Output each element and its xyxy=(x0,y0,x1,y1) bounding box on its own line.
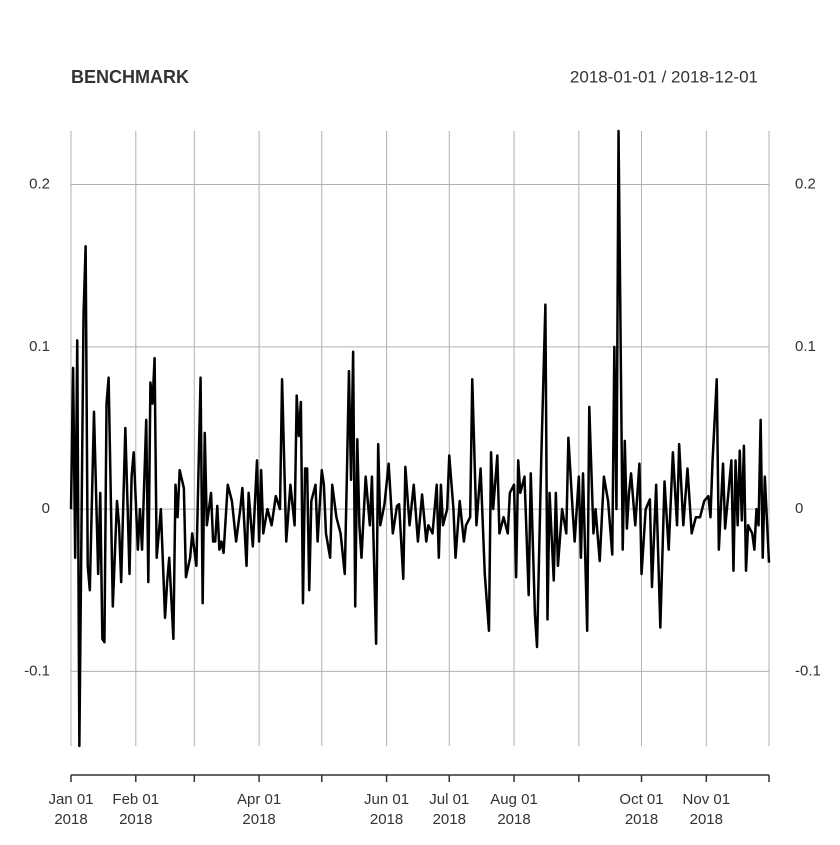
y-tick-label: 0 xyxy=(42,500,50,517)
x-tick-label: 2018 xyxy=(625,811,658,828)
y-tick-label: 0.2 xyxy=(29,176,50,193)
x-tick-label: Apr 01 xyxy=(237,791,281,808)
x-tick-label: 2018 xyxy=(119,811,152,828)
x-tick-label: 2018 xyxy=(433,811,466,828)
x-tick-label: Jan 01 xyxy=(48,791,93,808)
y-tick-label: 0.1 xyxy=(29,338,50,355)
y-tick-label-right: 0.1 xyxy=(795,338,816,355)
x-tick-label: Aug 01 xyxy=(490,791,538,808)
x-tick-label: Nov 01 xyxy=(683,791,731,808)
y-tick-label-right: 0.2 xyxy=(795,176,816,193)
x-tick-label: Jul 01 xyxy=(429,791,469,808)
chart-title: BENCHMARK xyxy=(71,67,189,87)
series-line xyxy=(69,129,771,748)
x-tick-label: 2018 xyxy=(497,811,530,828)
x-tick-label: 2018 xyxy=(370,811,403,828)
y-tick-label-right: 0 xyxy=(795,500,803,517)
x-tick-label: Oct 01 xyxy=(619,791,663,808)
y-tick-label: -0.1 xyxy=(24,662,50,679)
x-tick-label: Jun 01 xyxy=(364,791,409,808)
date-range: 2018-01-01 / 2018-12-01 xyxy=(570,67,758,86)
x-tick-label: 2018 xyxy=(242,811,275,828)
x-tick-label: 2018 xyxy=(690,811,723,828)
x-tick-label: Feb 01 xyxy=(112,791,159,808)
x-tick-label: 2018 xyxy=(54,811,87,828)
y-tick-label-right: -0.1 xyxy=(795,662,821,679)
